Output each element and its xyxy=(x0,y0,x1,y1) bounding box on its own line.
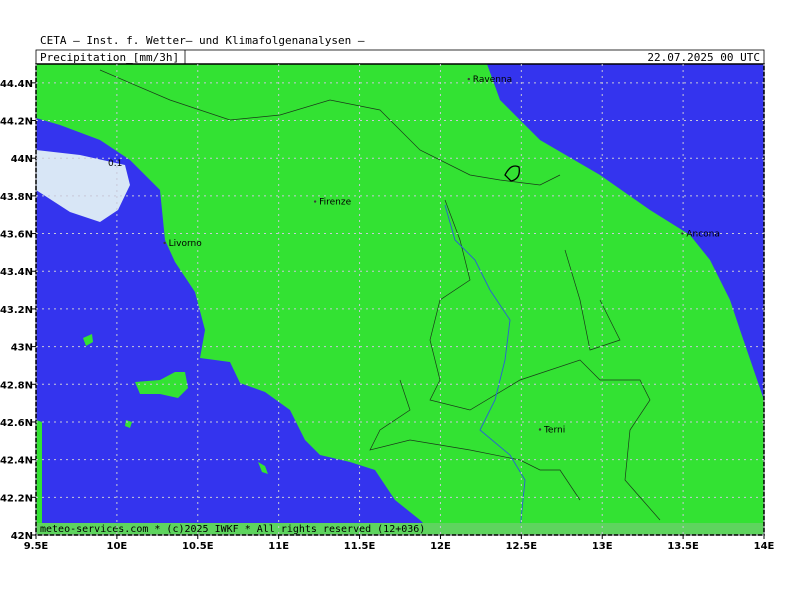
map-area: meteo-services.com * (c)2025 IWKF * All … xyxy=(36,64,764,535)
lon-tick-label: 10.5E xyxy=(182,541,214,552)
lat-tick-label: 43N xyxy=(11,343,33,354)
city-dot xyxy=(313,200,317,203)
lon-tick-label: 11.5E xyxy=(344,541,376,552)
lat-tick-label: 44N xyxy=(11,154,33,165)
lat-tick-label: 43.8N xyxy=(0,192,33,203)
island xyxy=(258,462,268,474)
contour-label: 0.1 xyxy=(108,159,122,169)
valid-time: 22.07.2025 00 UTC xyxy=(647,51,760,64)
lat-tick-label: 43.4N xyxy=(0,267,33,278)
lon-tick-label: 13.5E xyxy=(667,541,699,552)
island xyxy=(135,372,188,398)
city-dot xyxy=(467,77,470,81)
city-dot xyxy=(538,428,542,431)
lat-tick-label: 42.4N xyxy=(0,456,33,467)
precip-area xyxy=(36,150,130,222)
lat-tick-label: 42.8N xyxy=(0,380,33,391)
city-label: Terni xyxy=(543,425,565,435)
borders xyxy=(99,69,661,521)
island xyxy=(36,420,42,535)
lat-tick-label: 44.4N xyxy=(0,79,33,90)
land xyxy=(36,64,764,535)
footer-credit: meteo-services.com * (c)2025 IWKF * All … xyxy=(40,524,425,535)
lon-tick-label: 13E xyxy=(592,541,613,552)
lat-tick-label: 43.6N xyxy=(0,230,33,241)
lon-tick-label: 14E xyxy=(754,541,775,552)
lat-tick-label: 42.6N xyxy=(0,418,33,429)
island xyxy=(83,334,93,346)
footer-band xyxy=(36,523,764,535)
product-title: CETA — Inst. f. Wetter— und Klimafolgena… xyxy=(40,34,365,47)
city-dot xyxy=(163,241,166,245)
lat-tick-label: 44.2N xyxy=(0,117,33,128)
lon-tick-label: 10E xyxy=(107,541,128,552)
variable-label: Precipitation_[mm/3h] xyxy=(40,51,179,64)
lon-tick-label: 12.5E xyxy=(506,541,538,552)
lon-tick-label: 9.5E xyxy=(24,541,49,552)
lon-tick-label: 12E xyxy=(430,541,451,552)
lon-tick-label: 11E xyxy=(268,541,289,552)
lat-tick-label: 43.2N xyxy=(0,305,33,316)
city-label: Livorno xyxy=(169,239,203,249)
city-label: Ancona xyxy=(686,230,720,240)
lat-tick-label: 42.2N xyxy=(0,493,33,504)
city-label: Ravenna xyxy=(473,75,512,85)
city-dot xyxy=(681,232,684,235)
city-label: Firenze xyxy=(319,198,351,208)
river xyxy=(444,204,526,531)
lat-tick-label: 42N xyxy=(11,531,33,542)
